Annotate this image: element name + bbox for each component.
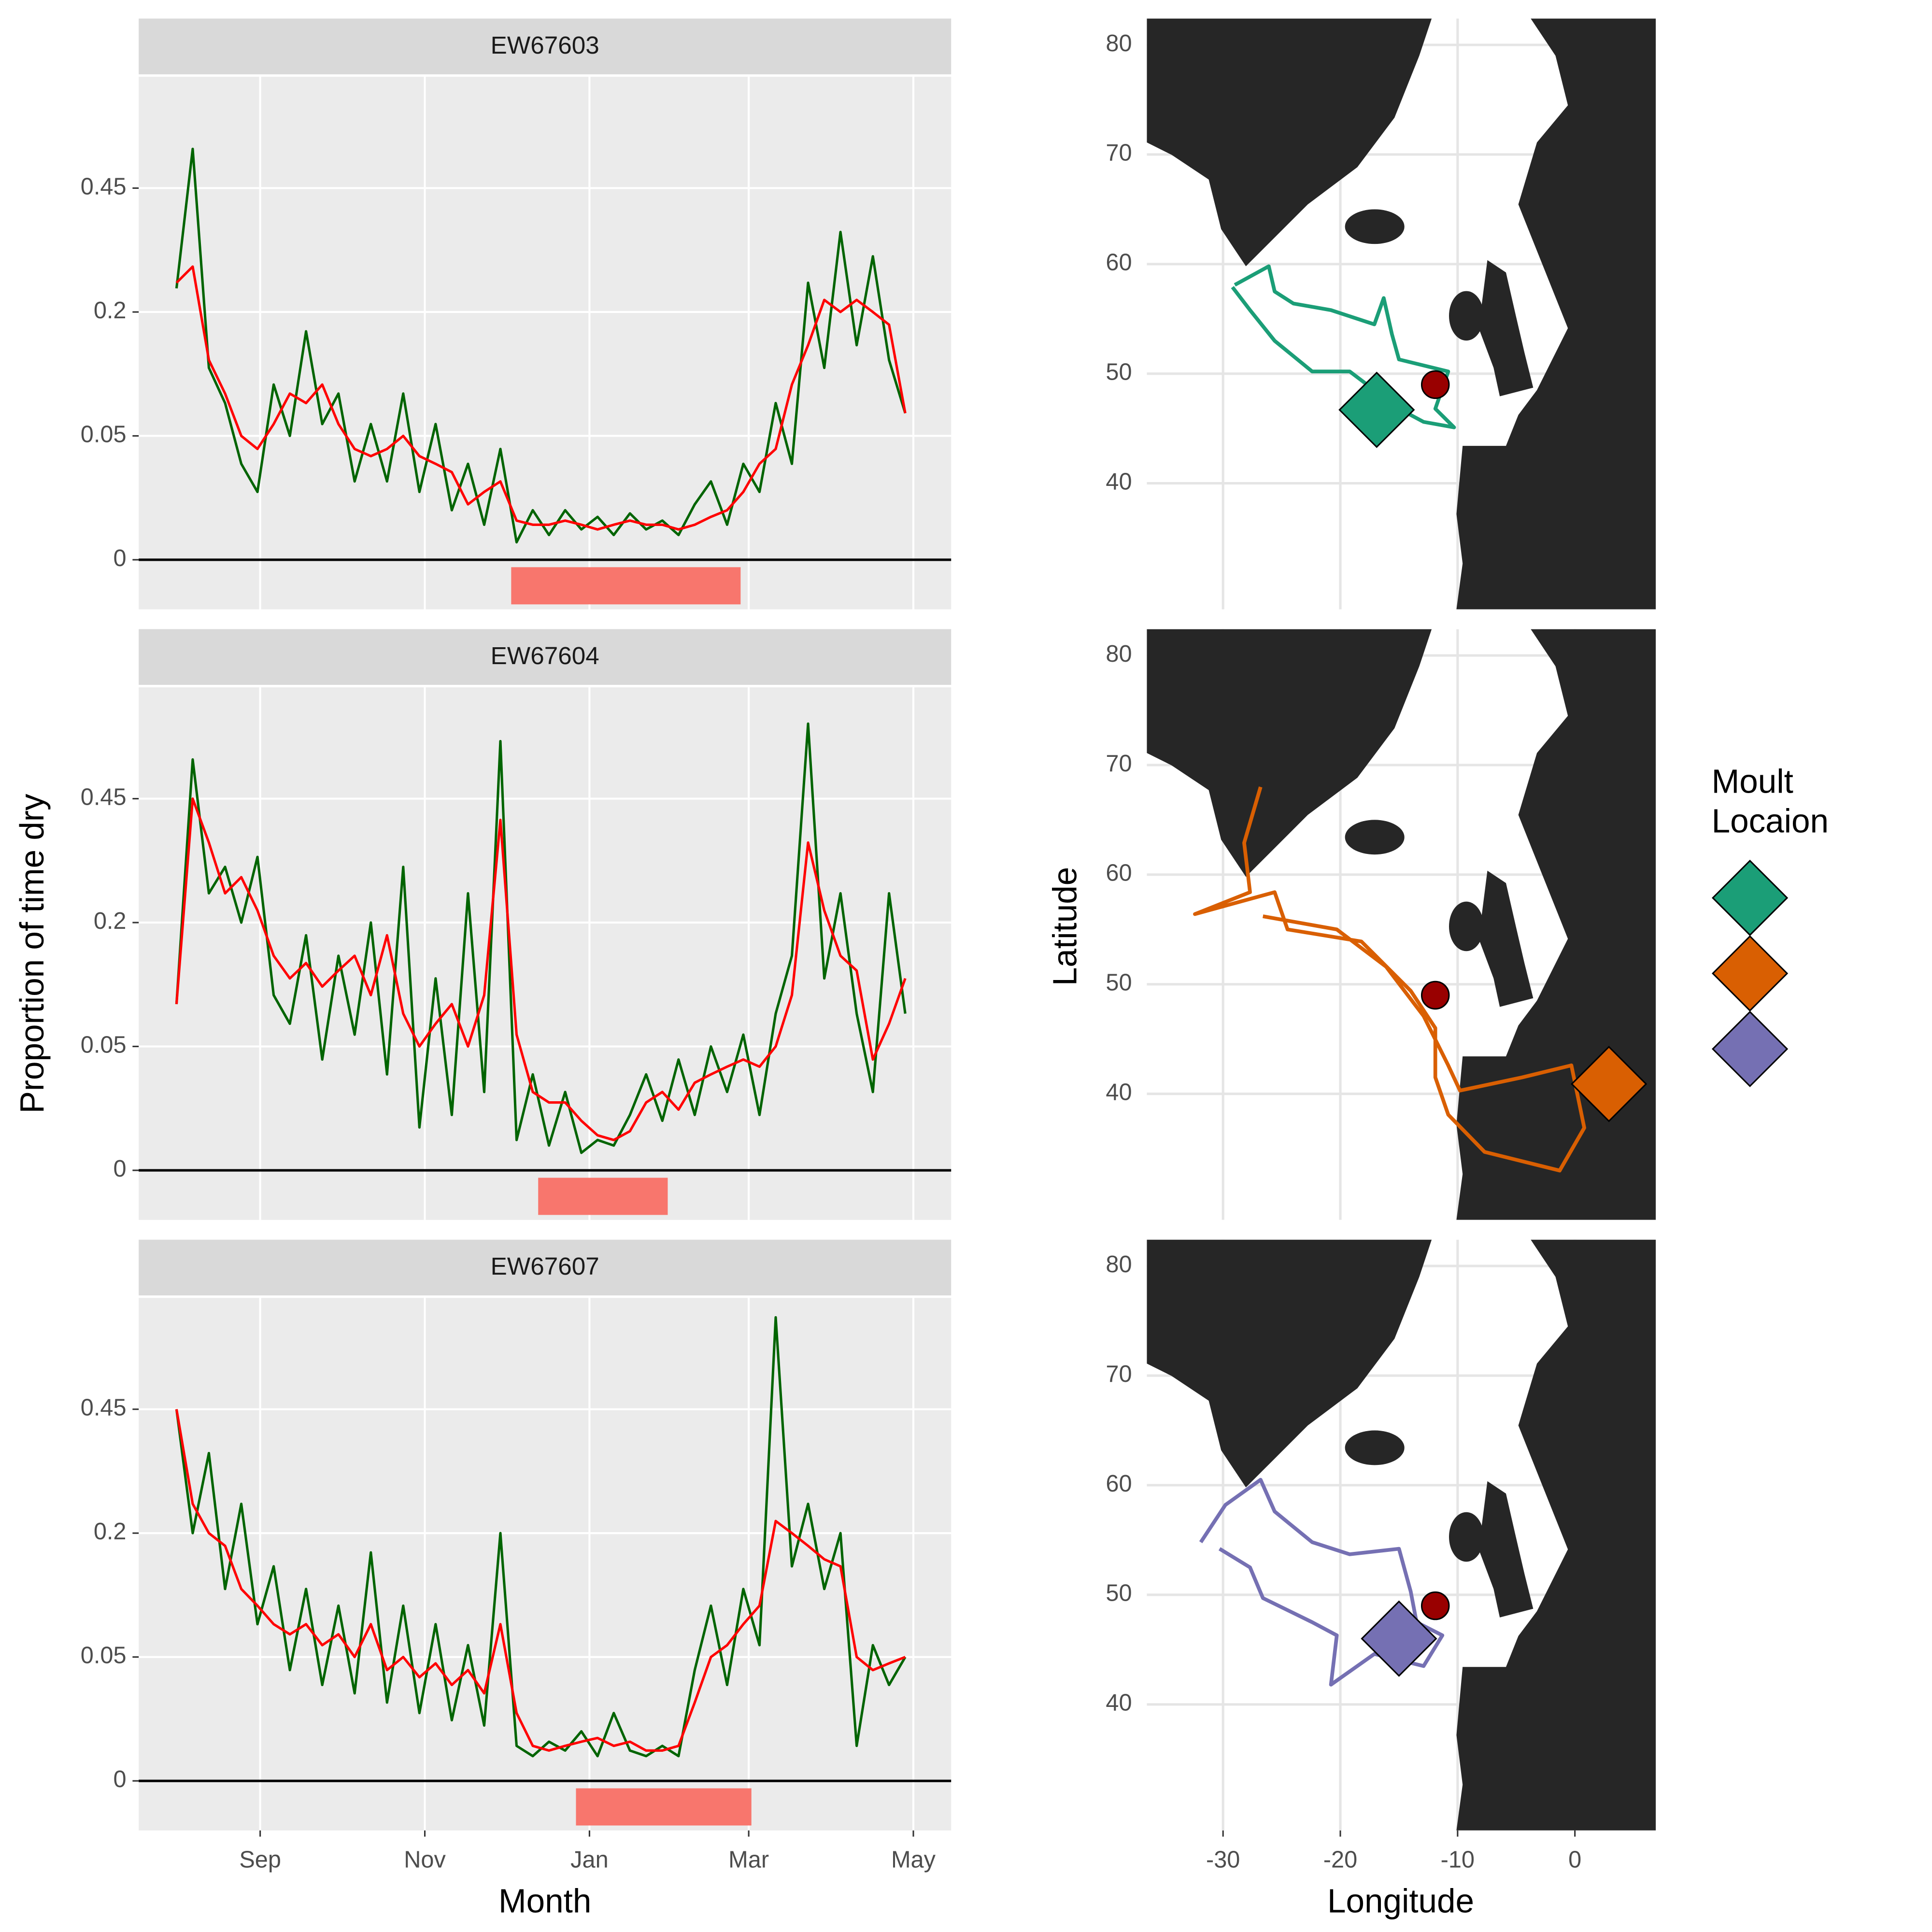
y-tick-label: 70: [1106, 140, 1132, 166]
series-line: [175, 147, 907, 544]
moult-period: [576, 1788, 752, 1826]
y-tick-label: 0.05: [81, 1032, 127, 1058]
series-line: [175, 797, 907, 1141]
x-tick-label: Mar: [728, 1847, 769, 1873]
y-tick-label: 40: [1106, 1080, 1132, 1106]
y-tick-label: 0: [113, 1766, 126, 1792]
y-tick-label: 60: [1106, 860, 1132, 886]
x-axis-title: Longitude: [1327, 1882, 1474, 1919]
panel-background: [139, 76, 952, 610]
legend-key: [1711, 859, 1789, 937]
y-axis-title: Proportion of time dry: [13, 794, 51, 1113]
x-tick-label: May: [891, 1847, 936, 1873]
x-tick-label: Sep: [239, 1847, 281, 1873]
x-tick-label: Jan: [570, 1847, 609, 1873]
panel-background: [139, 1298, 952, 1831]
y-tick-label: 0: [113, 1156, 126, 1182]
y-axis-title: Latitude: [1046, 867, 1084, 986]
series-line: [175, 1409, 906, 1752]
facet-strip: [139, 18, 952, 74]
y-tick-label: 0.2: [94, 1519, 127, 1545]
y-tick-label: 70: [1106, 1361, 1132, 1387]
facet-strip: [139, 629, 952, 685]
series-line: [175, 722, 907, 1154]
y-tick-label: 80: [1106, 641, 1132, 667]
legend-title: Moult: [1712, 762, 1793, 800]
track: [1193, 786, 1586, 1173]
colony: [1421, 370, 1450, 399]
moult-location: [1570, 1046, 1648, 1122]
moult-location: [1338, 371, 1415, 448]
map-panel: [1147, 18, 1656, 610]
x-axis-title: Month: [498, 1882, 591, 1919]
facet-title: EW67603: [491, 31, 599, 59]
moult-period: [511, 567, 741, 605]
y-tick-label: 0.45: [81, 1395, 127, 1421]
track: [1231, 264, 1456, 429]
y-tick-label: 0.2: [94, 908, 127, 934]
facet-title: EW67607: [491, 1252, 599, 1280]
y-tick-label: 60: [1106, 1471, 1132, 1497]
facet-title: EW67604: [491, 642, 599, 669]
map-panel: [1147, 629, 1656, 1220]
colony: [1421, 1591, 1450, 1620]
legend-key: [1711, 1010, 1789, 1087]
y-tick-label: 60: [1106, 250, 1132, 276]
y-tick-label: 0.2: [94, 298, 127, 324]
y-tick-label: 40: [1106, 1690, 1132, 1716]
y-tick-label: 0.05: [81, 1643, 127, 1669]
y-tick-label: 50: [1106, 1580, 1132, 1606]
series-line: [175, 265, 907, 531]
y-tick-label: 0: [113, 545, 126, 571]
y-tick-label: 0.05: [81, 421, 127, 447]
x-tick-label: 0: [1568, 1847, 1581, 1873]
legend-title: Locaion: [1712, 802, 1829, 839]
x-tick-label: -20: [1323, 1847, 1357, 1873]
legend-key: [1711, 935, 1789, 1012]
y-tick-label: 80: [1106, 30, 1132, 57]
y-tick-label: 50: [1106, 970, 1132, 996]
y-tick-label: 0.45: [81, 173, 127, 199]
map-panel: [1147, 1239, 1656, 1831]
x-tick-label: Nov: [404, 1847, 446, 1873]
y-tick-label: 0.45: [81, 784, 127, 810]
x-tick-label: -30: [1206, 1847, 1240, 1873]
x-tick-label: -10: [1441, 1847, 1475, 1873]
moult-location: [1361, 1600, 1437, 1677]
y-tick-label: 80: [1106, 1251, 1132, 1278]
y-tick-label: 40: [1106, 469, 1132, 495]
y-tick-label: 70: [1106, 751, 1132, 777]
colony: [1421, 980, 1450, 1010]
facet-strip: [139, 1239, 952, 1296]
y-tick-label: 50: [1106, 359, 1132, 385]
moult-period: [538, 1178, 668, 1215]
track: [1199, 1477, 1445, 1687]
